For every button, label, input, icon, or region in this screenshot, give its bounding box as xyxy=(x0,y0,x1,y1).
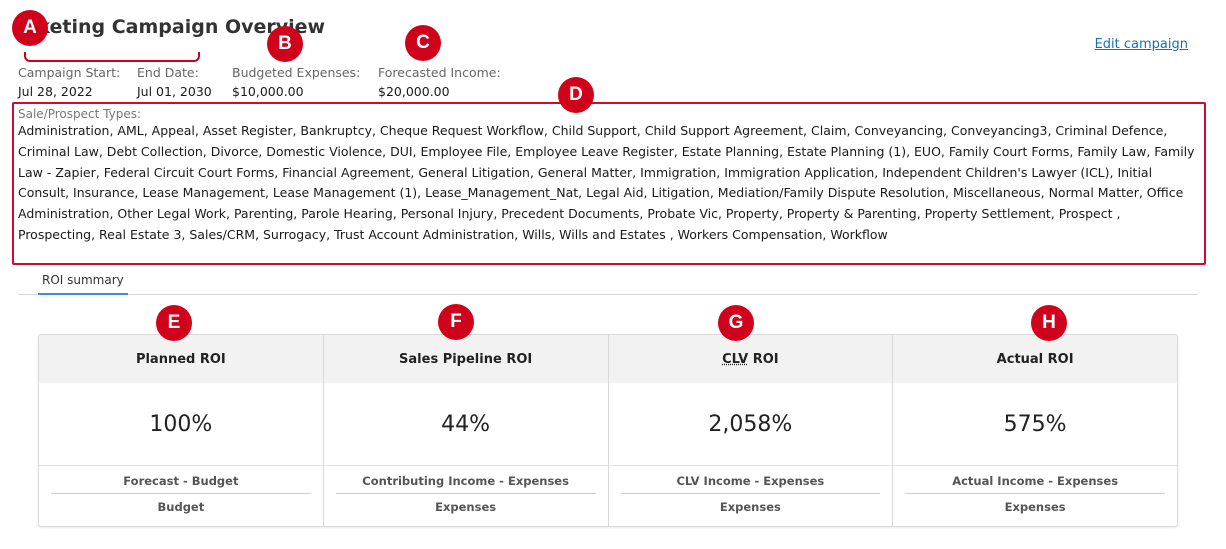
roi-formula: Forecast - Budget Budget xyxy=(39,466,323,526)
roi-formula: CLV Income - Expenses Expenses xyxy=(609,466,893,526)
annotation-badge-a: A xyxy=(12,10,48,46)
campaign-start-label: Campaign Start: xyxy=(18,65,121,80)
roi-value: 44% xyxy=(323,383,608,466)
sale-prospect-types-label: Sale/Prospect Types: xyxy=(18,107,141,121)
roi-column-sales-pipeline: Sales Pipeline ROI 44% Contributing Inco… xyxy=(323,335,609,526)
roi-numerator: CLV Income - Expenses xyxy=(620,474,881,494)
roi-denominator: Expenses xyxy=(435,500,497,514)
roi-denominator: Expenses xyxy=(719,500,781,514)
annotation-badge-e: E xyxy=(156,305,192,341)
roi-column-planned: Planned ROI 100% Forecast - Budget Budge… xyxy=(39,335,324,526)
edit-campaign-link[interactable]: Edit campaign xyxy=(1094,37,1188,52)
annotation-badge-d: D xyxy=(558,77,594,113)
clv-abbreviation[interactable]: CLV xyxy=(722,351,749,367)
roi-value: 2,058% xyxy=(608,383,893,466)
roi-formula: Actual Income - Expenses Expenses xyxy=(893,466,1177,526)
roi-value: 575% xyxy=(893,383,1177,466)
roi-title: CLV ROI xyxy=(608,335,893,383)
roi-numerator: Forecast - Budget xyxy=(51,474,311,494)
roi-column-actual: Actual ROI 575% Actual Income - Expenses… xyxy=(893,335,1177,526)
sale-prospect-types-list: Administration, AML, Appeal, Asset Regis… xyxy=(18,123,1195,242)
campaign-start-value: Jul 28, 2022 xyxy=(18,84,93,99)
end-date-label: End Date: xyxy=(137,65,199,80)
roi-title: Sales Pipeline ROI xyxy=(323,335,608,383)
roi-numerator: Actual Income - Expenses xyxy=(905,474,1165,494)
annotation-bracket xyxy=(24,52,200,62)
sale-prospect-types-box: Sale/Prospect Types: Administration, AML… xyxy=(12,102,1206,265)
roi-denominator: Budget xyxy=(157,500,205,514)
roi-value: 100% xyxy=(39,383,323,466)
page-title: rketing Campaign Overview xyxy=(28,16,326,38)
roi-summary-table: Planned ROI 100% Forecast - Budget Budge… xyxy=(38,334,1178,527)
annotation-badge-f: F xyxy=(438,304,474,340)
end-date-value: Jul 01, 2030 xyxy=(137,84,212,99)
roi-formula: Contributing Income - Expenses Expenses xyxy=(324,466,608,526)
roi-numerator: Contributing Income - Expenses xyxy=(335,474,596,494)
forecasted-income-value: $20,000.00 xyxy=(378,84,450,99)
roi-title: Planned ROI xyxy=(39,335,323,383)
roi-title: Actual ROI xyxy=(893,335,1177,383)
annotation-badge-b: B xyxy=(267,26,303,62)
budgeted-expenses-value: $10,000.00 xyxy=(232,84,304,99)
forecasted-income-label: Forecasted Income: xyxy=(378,65,501,80)
roi-title-suffix: ROI xyxy=(748,351,779,367)
budgeted-expenses-label: Budgeted Expenses: xyxy=(232,65,361,80)
annotation-badge-g: G xyxy=(718,305,754,341)
annotation-badge-h: H xyxy=(1031,305,1067,341)
tab-roi-summary[interactable]: ROI summary xyxy=(38,273,128,295)
roi-denominator: Expenses xyxy=(1004,500,1066,514)
annotation-badge-c: C xyxy=(405,25,441,61)
roi-column-clv: CLV ROI 2,058% CLV Income - Expenses Exp… xyxy=(608,335,894,526)
tab-bar: ROI summary xyxy=(18,268,1198,295)
